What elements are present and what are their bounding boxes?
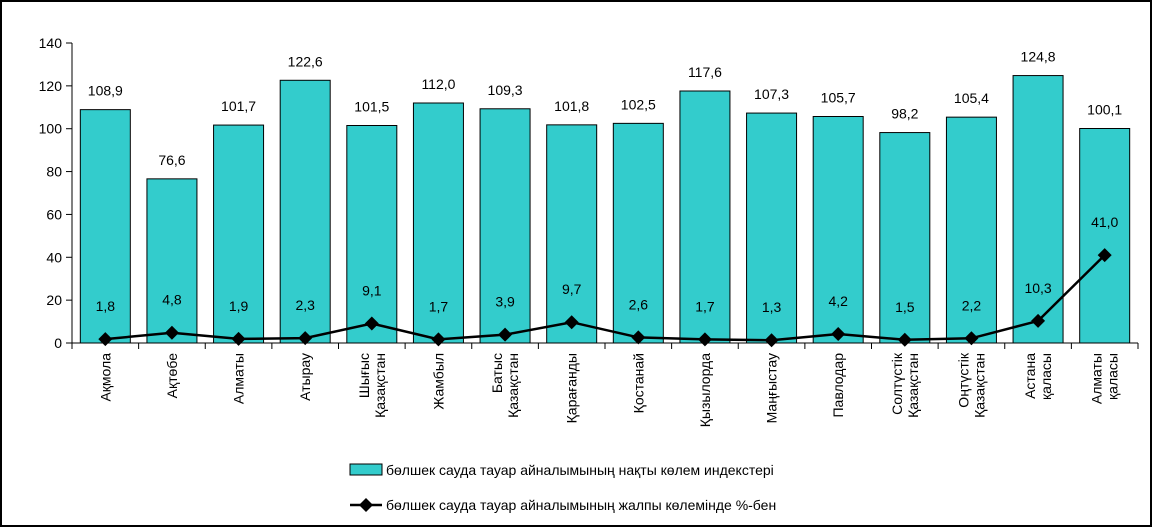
- marker: [1031, 313, 1046, 328]
- bar-value-label: 101,8: [554, 98, 589, 114]
- x-tick-label: Атырау: [297, 353, 313, 401]
- marker: [764, 333, 779, 348]
- line-value-label: 41,0: [1091, 214, 1118, 230]
- bar-value-label: 101,7: [221, 98, 256, 114]
- bar: [146, 178, 198, 344]
- line-value-label: 2,2: [962, 297, 982, 313]
- bar: [346, 125, 398, 344]
- x-tick-label: Қызылорда: [697, 353, 713, 427]
- bar-value-label: 112,0: [421, 76, 455, 92]
- x-tick-label: ОңтүстікҚазақстан: [955, 352, 987, 418]
- y-tick-label: 140: [39, 35, 63, 51]
- bar-value-label: 105,7: [821, 90, 856, 106]
- line-value-label: 1,7: [429, 298, 449, 314]
- legend-label: бөлшек сауда тауар айналымының нақты көл…: [386, 462, 774, 478]
- marker: [831, 327, 846, 341]
- y-tick-label: 100: [39, 121, 63, 137]
- bar: [1012, 75, 1064, 344]
- marker: [298, 331, 313, 346]
- bar-value-label: 109,3: [488, 82, 523, 98]
- bar: [612, 122, 664, 344]
- x-tick-label: БатысҚазақстан: [489, 353, 521, 418]
- bar-value-label: 108,9: [88, 83, 123, 99]
- y-tick-label: 120: [39, 78, 63, 94]
- bar-value-label: 124,8: [1021, 49, 1056, 65]
- line-value-label: 1,3: [762, 299, 782, 315]
- marker: [564, 315, 579, 330]
- line-value-label: 4,2: [828, 293, 848, 309]
- y-tick-label: 20: [46, 292, 62, 308]
- x-tick-label: Қарағанды: [564, 353, 580, 423]
- line-value-label: 2,3: [295, 297, 315, 313]
- bar-value-label: 105,4: [954, 90, 989, 106]
- marker: [1097, 248, 1112, 263]
- bar: [746, 112, 798, 344]
- bar-value-label: 102,5: [621, 96, 656, 112]
- line-value-label: 1,9: [229, 298, 249, 314]
- x-tick-label: Маңғыстау: [764, 353, 780, 423]
- y-tick-label: 60: [46, 206, 62, 222]
- bar-value-label: 117,6: [688, 64, 722, 80]
- bar-value-label: 76,6: [158, 152, 185, 168]
- bar-value-label: 122,6: [288, 53, 323, 69]
- x-tick-label: СолтүстікҚазақстан: [889, 352, 921, 418]
- y-tick-label: 80: [46, 164, 62, 180]
- x-tick-label: Ақмола: [97, 353, 113, 402]
- x-tick-label: Қостанай: [630, 353, 646, 413]
- legend-label: бөлшек сауда тауар айналымының жалпы көл…: [386, 497, 776, 513]
- line-value-label: 2,6: [629, 296, 649, 312]
- line-value-label: 1,7: [695, 298, 715, 314]
- bar: [679, 90, 731, 344]
- x-tick-label: Астанақаласы: [1022, 353, 1054, 400]
- line-value-label: 9,1: [362, 283, 382, 299]
- bar-value-label: 107,3: [754, 86, 789, 102]
- bar: [546, 124, 598, 344]
- marker: [231, 331, 246, 346]
- legend-swatch: [349, 463, 383, 476]
- legend-marker: [359, 498, 373, 512]
- bar: [879, 132, 931, 344]
- y-tick-label: 40: [46, 249, 62, 265]
- bar: [1079, 128, 1131, 344]
- x-tick-label: Ақтөбе: [164, 353, 180, 399]
- bar-value-label: 98,2: [891, 106, 918, 122]
- marker: [364, 316, 379, 331]
- x-tick-label: Павлодар: [830, 353, 846, 418]
- line-value-label: 3,9: [495, 294, 515, 310]
- bar-value-label: 100,1: [1087, 102, 1122, 118]
- x-tick-label: ШығысҚазақстан: [356, 353, 388, 418]
- x-tick-label: Алматы: [231, 353, 247, 404]
- line: [105, 254, 1106, 342]
- line-value-label: 9,7: [562, 281, 582, 297]
- line-value-label: 4,8: [162, 292, 182, 308]
- marker: [631, 330, 646, 345]
- x-tick-label: Жамбыл: [430, 353, 446, 410]
- x-tick-label: Алматықаласы: [1089, 353, 1121, 404]
- y-tick-label: 0: [54, 335, 62, 351]
- marker: [164, 325, 179, 340]
- line-value-label: 10,3: [1024, 280, 1051, 296]
- marker: [964, 331, 979, 346]
- bar: [812, 116, 864, 344]
- bar: [479, 108, 531, 344]
- bar-value-label: 101,5: [354, 99, 389, 115]
- line-value-label: 1,8: [96, 298, 116, 314]
- bar: [945, 116, 997, 344]
- line-value-label: 1,5: [895, 299, 915, 315]
- marker: [498, 327, 513, 342]
